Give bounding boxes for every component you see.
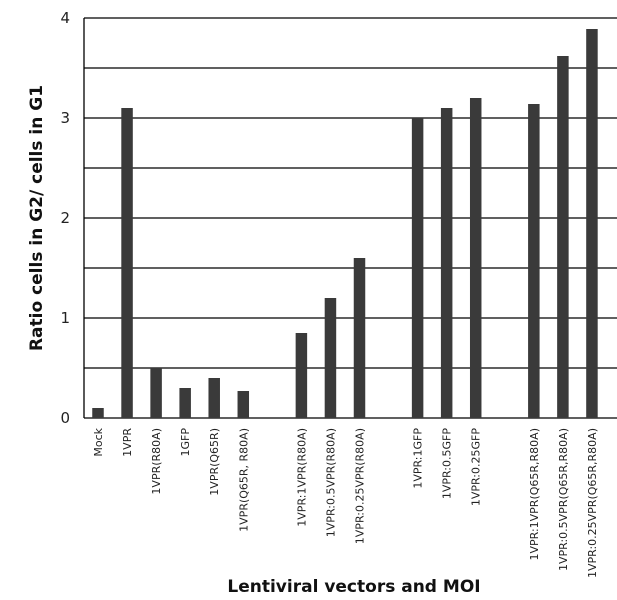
x-tick-label: 1VPR:1GFP — [412, 428, 425, 489]
bar — [150, 368, 162, 418]
bar — [440, 108, 453, 418]
bar — [411, 118, 424, 418]
bar — [469, 98, 482, 418]
bar — [295, 333, 308, 418]
y-tick-label: 3 — [60, 109, 70, 127]
x-axis-title: Lentiviral vectors and MOI — [227, 577, 480, 597]
x-tick-label: Mock — [92, 427, 105, 456]
y-axis-title: Ratio cells in G2/ cells in G1 — [27, 85, 47, 351]
bar — [557, 56, 569, 418]
x-tick-label: 1VPR(Q65R, R80A) — [237, 428, 250, 532]
x-tick-label: 1VPR:0.5GFP — [441, 428, 454, 500]
bar — [353, 258, 366, 418]
bar — [586, 29, 598, 418]
x-tick-label: 1VPR — [121, 428, 134, 457]
y-tick-label: 2 — [60, 209, 70, 227]
bars — [92, 29, 598, 418]
x-tick-label: 1VPR(Q65R) — [208, 428, 221, 496]
x-tick-label: 1VPR:1VPR(Q65R,R80A) — [528, 428, 541, 561]
x-tick-label: 1VPR:0.5VPR(R80A) — [324, 428, 337, 537]
bar — [237, 391, 250, 418]
x-tick-label: 1VPR:0.25GFP — [470, 428, 483, 507]
y-tick-label: 1 — [60, 309, 70, 327]
y-tick-label: 0 — [60, 409, 70, 427]
x-tick-label: 1VPR:0.5VPR(Q65R,R80A) — [557, 428, 570, 571]
bar — [528, 104, 540, 418]
x-tick-label: 1GFP — [179, 428, 192, 457]
x-tick-labels: Mock 1VPR 1VPR(R80A) 1GFP 1VPR(Q65R) 1VPR(Q65… — [92, 427, 599, 578]
gridlines — [83, 17, 617, 419]
x-tick-label: 1VPR(R80A) — [150, 428, 163, 495]
x-tick-label: 1VPR:0.25VPR(Q65R,R80A) — [586, 428, 599, 578]
bar — [208, 378, 220, 418]
y-tick-label: 4 — [60, 9, 70, 27]
x-tick-label: 1VPR:0.25VPR(R80A) — [354, 428, 367, 544]
bar — [121, 108, 133, 418]
bar — [92, 408, 104, 418]
y-tick-labels: 0 1 2 3 4 — [60, 9, 70, 427]
x-tick-label: 1VPR:1VPR(R80A) — [295, 428, 308, 527]
bar — [324, 298, 337, 418]
bar — [179, 388, 191, 418]
